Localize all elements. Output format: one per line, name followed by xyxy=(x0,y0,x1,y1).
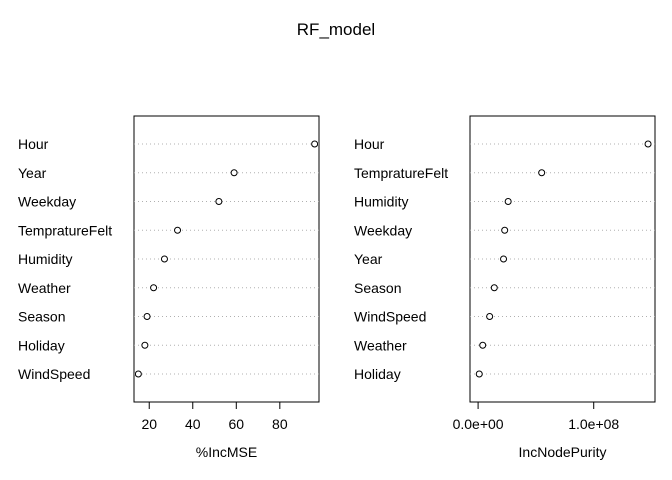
category-label: TempratureFelt xyxy=(18,222,112,238)
category-label: WindSpeed xyxy=(354,309,426,325)
panel-inc-mse: Hour Year Weekday TempratureFelt Humidity Wea… xyxy=(18,115,320,460)
data-point xyxy=(174,226,182,234)
data-point xyxy=(486,313,494,320)
category-label: Year xyxy=(354,251,383,267)
data-point xyxy=(479,341,487,349)
x-tick-label: 60 xyxy=(229,416,245,432)
category-label: TempratureFelt xyxy=(354,165,448,181)
data-point xyxy=(490,284,498,292)
panel-inc-node-purity: Hour TempratureFelt Humidity Weekday Year Sea… xyxy=(354,115,656,460)
x-axis-label: %IncMSE xyxy=(196,444,257,460)
category-label: Season xyxy=(354,280,401,296)
category-label: Weather xyxy=(354,337,407,353)
data-point xyxy=(215,198,223,205)
category-label: Hour xyxy=(354,136,385,152)
x-tick-label: 0.0e+00 xyxy=(453,416,504,432)
category-label: Humidity xyxy=(18,251,72,267)
category-label: Holiday xyxy=(18,337,65,353)
x-tick-label: 1.0e+08 xyxy=(568,416,619,432)
category-label: Holiday xyxy=(354,366,401,382)
figure-title: RF_model xyxy=(297,20,375,39)
category-label: Weekday xyxy=(354,222,412,238)
category-label: Hour xyxy=(18,136,49,152)
data-point xyxy=(160,255,168,263)
category-label: Weekday xyxy=(18,194,76,210)
data-point xyxy=(500,255,508,263)
x-tick-label: 80 xyxy=(272,416,288,432)
x-tick-label: 20 xyxy=(141,416,157,432)
category-label: WindSpeed xyxy=(18,366,90,382)
x-axis-label: IncNodePurity xyxy=(519,444,607,460)
x-tick-label: 40 xyxy=(185,416,201,432)
category-label: Season xyxy=(18,309,65,325)
data-point xyxy=(143,313,151,320)
category-label: Humidity xyxy=(354,194,408,210)
data-point xyxy=(311,140,319,148)
category-label: Weather xyxy=(18,280,71,296)
data-point xyxy=(150,284,158,292)
data-point xyxy=(134,370,142,378)
data-point xyxy=(475,370,483,378)
data-point xyxy=(538,169,546,177)
data-point xyxy=(141,341,149,349)
data-point xyxy=(504,198,512,205)
data-point xyxy=(501,226,509,234)
category-label: Year xyxy=(18,165,47,181)
data-point xyxy=(230,169,238,177)
data-point xyxy=(644,140,652,148)
